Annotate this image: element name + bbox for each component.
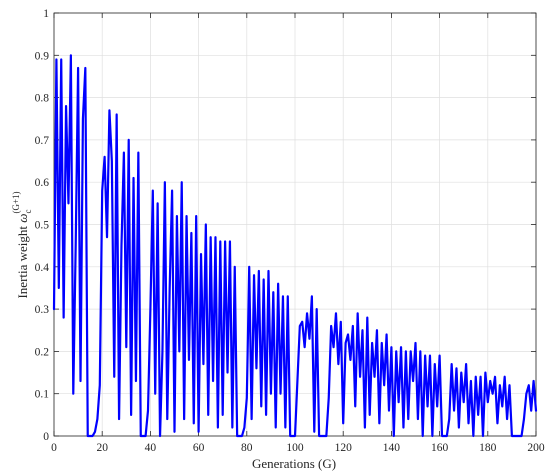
y-tick-label-7: 0.7	[35, 135, 50, 147]
x-axis-label: Generations (G)	[252, 456, 336, 471]
series-line-0	[52, 54, 538, 438]
x-tick-label-1: 20	[96, 442, 108, 454]
x-tick-label-7: 140	[383, 442, 401, 454]
y-tick-label-5: 0.5	[35, 220, 50, 232]
y-tick-label-9: 0.9	[35, 50, 50, 62]
grid	[53, 12, 537, 437]
x-tick-label-4: 80	[241, 442, 253, 454]
x-tick-label-0: 0	[51, 442, 57, 454]
y-tick-label-6: 0.6	[35, 177, 50, 189]
series-layer	[52, 54, 538, 438]
y-tick-label-10: 1	[43, 8, 49, 20]
x-tick-label-6: 120	[335, 442, 353, 454]
y-axis-label-subscript: c	[23, 210, 33, 214]
y-tick-label-1: 0.1	[35, 389, 50, 401]
x-tick-labels: 0 20 40 60 80 100 120 140 160 180 200	[51, 442, 545, 454]
x-tick-label-9: 180	[479, 442, 497, 454]
y-tick-label-2: 0.2	[35, 346, 50, 358]
x-tick-label-2: 40	[145, 442, 157, 454]
y-axis-label-symbol: ω	[15, 214, 30, 223]
x-tick-label-3: 60	[193, 442, 205, 454]
x-tick-label-8: 160	[431, 442, 449, 454]
y-axis-label: Inertia weight ωc(G+1)	[11, 191, 33, 298]
x-tick-label-10: 200	[527, 442, 545, 454]
x-tick-label-5: 100	[286, 442, 304, 454]
y-tick-label-0: 0	[43, 431, 49, 443]
y-tick-label-8: 0.8	[35, 93, 50, 105]
y-tick-label-4: 0.4	[35, 262, 50, 274]
y-axis-label-main: Inertia weight	[15, 223, 30, 299]
y-tick-labels: 0 0.1 0.2 0.3 0.4 0.5 0.6 0.7 0.8 0.9 1	[35, 8, 50, 443]
y-axis-label-superscript: (G+1)	[11, 191, 21, 213]
y-tick-label-3: 0.3	[35, 304, 50, 316]
